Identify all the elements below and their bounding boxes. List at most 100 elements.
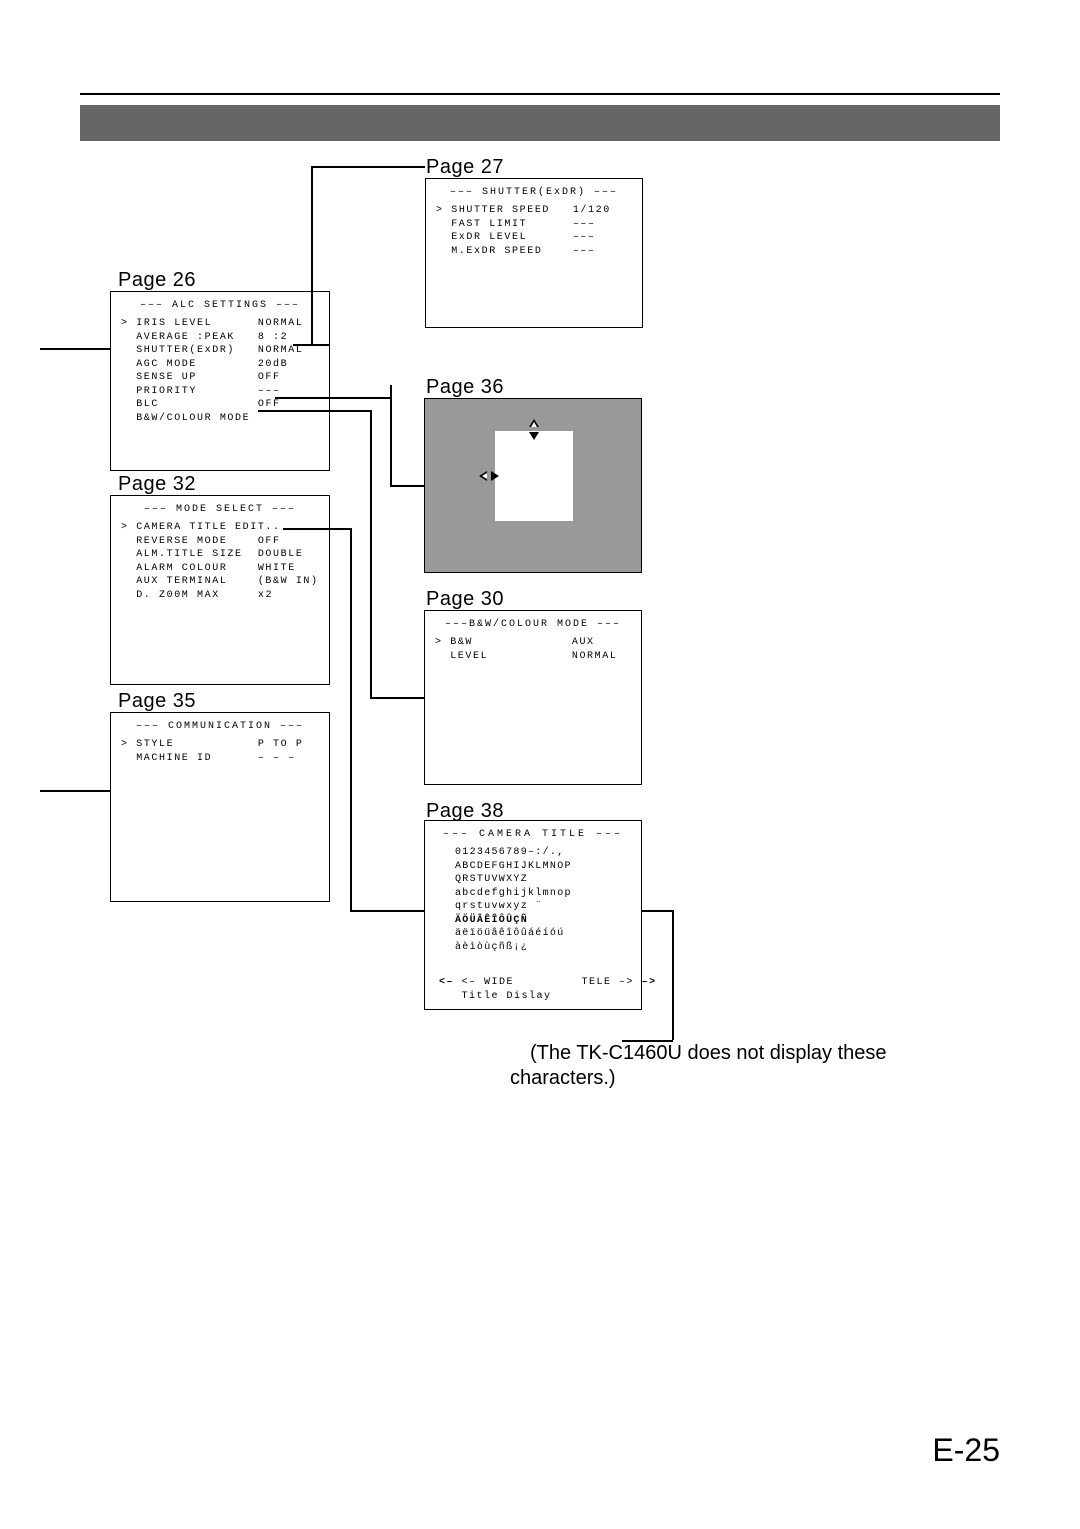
header-bar — [80, 105, 1000, 141]
line: QRSTUVWXYZ — [455, 874, 528, 885]
panel-mode-body: > CAMERA TITLE EDIT.. REVERSE MODE OFF A… — [111, 515, 329, 612]
row: CAMERA TITLE EDIT.. — [136, 522, 280, 533]
row: SENSE UP — [136, 372, 197, 383]
val: NORMAL — [258, 318, 304, 329]
panel-mode-title: ––– MODE SELECT ––– — [111, 504, 329, 515]
panel-shutter: ––– SHUTTER(ExDR) ––– > SHUTTER SPEED 1/… — [425, 178, 643, 328]
panel-alc: ––– ALC SETTINGS ––– > IRIS LEVEL NORMAL… — [110, 291, 330, 471]
row: SHUTTER SPEED — [451, 205, 550, 216]
connector — [390, 485, 424, 487]
val: P TO P — [258, 739, 304, 750]
panel-camtitle: ––– CAMERA TITLE ––– 0123456789–:/., ABC… — [424, 820, 642, 1010]
row: B&W — [450, 637, 473, 648]
connector — [350, 528, 352, 910]
blc-inner-white — [495, 431, 573, 521]
val: WHITE — [258, 563, 296, 574]
row: MACHINE ID — [136, 753, 212, 764]
row: IRIS LEVEL — [136, 318, 212, 329]
row: SHUTTER(ExDR) — [136, 345, 235, 356]
panel-mode: ––– MODE SELECT ––– > CAMERA TITLE EDIT.… — [110, 495, 330, 685]
val: ––– — [573, 232, 596, 243]
label-page-30: Page 30 — [426, 588, 504, 611]
panel-alc-title: ––– ALC SETTINGS ––– — [111, 300, 329, 311]
arrow-up-hollow — [531, 422, 537, 427]
val: DOUBLE — [258, 549, 304, 560]
panel-camtitle-title: ––– CAMERA TITLE ––– — [425, 829, 641, 840]
val: ––– — [258, 386, 281, 397]
connector — [390, 385, 392, 485]
line: abcdefghijklmnop — [455, 888, 572, 899]
row: LEVEL — [450, 651, 488, 662]
panel-comm-title: ––– COMMUNICATION ––– — [111, 721, 329, 732]
connector — [311, 166, 313, 345]
val: OFF — [258, 399, 281, 410]
panel-bw-body: > B&W AUX LEVEL NORMAL — [425, 630, 641, 673]
arrow-right-filled — [491, 471, 499, 481]
label-page-32: Page 32 — [118, 473, 196, 496]
row: AUX TERMINAL — [136, 576, 227, 587]
connector — [275, 397, 390, 399]
connector — [311, 166, 425, 168]
val: AUX — [572, 637, 595, 648]
val: x2 — [258, 590, 273, 601]
val: 1/120 — [573, 205, 611, 216]
val: ––– — [573, 246, 596, 257]
f1: <– WIDE TELE –> — [462, 977, 635, 988]
f2: Title Dislay — [462, 991, 552, 1002]
line: qrstuvwxyz ¨ — [455, 901, 543, 912]
page-root: Page 27 Page 26 Page 32 Page 35 Page 36 … — [0, 0, 1080, 1529]
line: 0123456789–:/., — [455, 847, 565, 858]
val: NORMAL — [258, 345, 304, 356]
row: ALARM COLOUR — [136, 563, 227, 574]
connector — [40, 348, 110, 350]
connector — [370, 410, 372, 698]
line-bold: ÄÖÜÂÊÎÔÛÇÑ — [455, 915, 528, 926]
row: M.ExDR SPEED — [451, 246, 542, 257]
val: NORMAL — [572, 651, 618, 662]
panel-camtitle-body: 0123456789–:/., ABCDEFGHIJKLMNOP QRSTUVW… — [425, 840, 641, 964]
arrow-down-filled — [529, 432, 539, 440]
row: BLC — [136, 399, 159, 410]
row: REVERSE MODE — [136, 536, 227, 547]
row: ALM.TITLE SIZE — [136, 549, 242, 560]
panel-bw: –––B&W/COLOUR MODE ––– > B&W AUX LEVEL N… — [424, 610, 642, 785]
connector — [642, 910, 672, 912]
val: ––– — [573, 219, 596, 230]
line: äëïöüâêîôûáéíóú — [455, 928, 565, 939]
panel-alc-body: > IRIS LEVEL NORMAL AVERAGE :PEAK 8 :2 S… — [111, 311, 329, 435]
row: AVERAGE :PEAK — [136, 332, 235, 343]
connector — [258, 410, 370, 412]
val: OFF — [258, 536, 281, 547]
top-rule — [80, 93, 1000, 95]
val: 8 :2 — [258, 332, 288, 343]
panel-bw-title: –––B&W/COLOUR MODE ––– — [425, 619, 641, 630]
val: OFF — [258, 372, 281, 383]
val: – – – — [258, 753, 296, 764]
connector — [350, 910, 424, 912]
label-page-26: Page 26 — [118, 269, 196, 292]
connector — [672, 910, 674, 1040]
row: AGC MODE — [136, 359, 197, 370]
arrow-left-hollow — [482, 473, 487, 479]
label-page-27: Page 27 — [426, 156, 504, 179]
row: B&W/COLOUR MODE — [136, 413, 250, 424]
row: PRIORITY — [136, 386, 197, 397]
panel-camtitle-footer: <– <– WIDE TELE –> –> Title Dislay — [425, 976, 641, 1003]
row: D. Z00M MAX — [136, 590, 220, 601]
line: àèìòùçñß¡¿ — [455, 942, 528, 953]
row: FAST LIMIT — [451, 219, 527, 230]
connector — [283, 528, 350, 530]
row: ExDR LEVEL — [451, 232, 527, 243]
panel-shutter-body: > SHUTTER SPEED 1/120 FAST LIMIT ––– ExD… — [426, 198, 642, 268]
panel-comm: ––– COMMUNICATION ––– > STYLE P TO P MAC… — [110, 712, 330, 902]
panel-comm-body: > STYLE P TO P MACHINE ID – – – — [111, 732, 329, 775]
connector — [370, 697, 424, 699]
label-page-36: Page 36 — [426, 376, 504, 399]
panel-shutter-title: ––– SHUTTER(ExDR) ––– — [426, 187, 642, 198]
note-line-2: characters.) — [510, 1067, 616, 1090]
line: ABCDEFGHIJKLMNOP — [455, 861, 572, 872]
panel-blc — [424, 398, 642, 573]
label-page-35: Page 35 — [118, 690, 196, 713]
note-line-1: (The TK-C1460U does not display these — [530, 1042, 887, 1065]
val: (B&W IN) — [258, 576, 319, 587]
